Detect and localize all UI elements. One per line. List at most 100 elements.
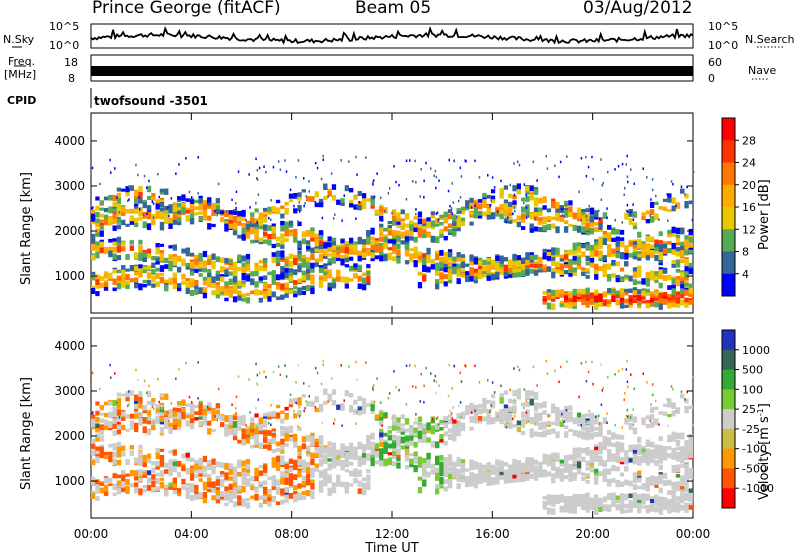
power-cell bbox=[112, 225, 117, 231]
power-cell bbox=[637, 289, 642, 295]
power-cell bbox=[293, 193, 298, 199]
velocity-cell bbox=[564, 431, 569, 438]
power-cell bbox=[185, 215, 190, 222]
velocity-cell bbox=[564, 504, 569, 510]
power-cell bbox=[490, 214, 496, 219]
power-cell bbox=[495, 256, 500, 262]
power-cell bbox=[598, 237, 603, 243]
power-cell bbox=[207, 277, 212, 283]
power-cell bbox=[310, 247, 315, 253]
velocity-cell bbox=[138, 472, 143, 479]
power-cell bbox=[589, 250, 595, 258]
velocity-cell bbox=[267, 500, 272, 507]
power-cell bbox=[413, 248, 418, 255]
velocity-cell bbox=[310, 492, 315, 500]
velocity-cell bbox=[658, 503, 663, 509]
velocity-cell bbox=[387, 433, 392, 437]
power-cell bbox=[142, 283, 147, 288]
power-cell bbox=[241, 293, 246, 299]
velocity-cell bbox=[658, 479, 663, 485]
power-cell bbox=[675, 242, 681, 246]
velocity-cell bbox=[138, 478, 143, 482]
power-cell bbox=[284, 262, 289, 270]
power-cell bbox=[435, 218, 440, 224]
power-cell bbox=[600, 198, 603, 201]
velocity-cell bbox=[224, 486, 229, 492]
velocity-cell bbox=[551, 476, 556, 484]
velocity-cell bbox=[172, 449, 177, 456]
velocity-cell bbox=[667, 505, 672, 509]
velocity-cell bbox=[512, 405, 517, 410]
power-cell bbox=[146, 265, 152, 270]
power-cell bbox=[189, 208, 195, 213]
velocity-cell bbox=[478, 404, 483, 408]
velocity-cell bbox=[417, 436, 423, 443]
power-cell bbox=[645, 243, 650, 250]
power-cell bbox=[99, 230, 104, 237]
velocity-cell bbox=[306, 435, 311, 442]
velocity-cell bbox=[435, 441, 440, 449]
power-cell bbox=[580, 157, 583, 160]
power-cell bbox=[460, 206, 466, 212]
velocity-cell bbox=[198, 409, 203, 416]
velocity-cell bbox=[542, 421, 547, 425]
velocity-cell bbox=[585, 479, 590, 484]
power-cell bbox=[271, 228, 276, 232]
velocity-cell bbox=[241, 460, 246, 467]
power-cell bbox=[297, 196, 302, 201]
power-cell bbox=[457, 199, 460, 203]
power-cell bbox=[305, 195, 307, 198]
velocity-cell bbox=[478, 479, 483, 485]
power-cell bbox=[116, 239, 122, 245]
power-cell bbox=[645, 300, 650, 305]
velocity-cell bbox=[361, 407, 367, 414]
velocity-cell bbox=[486, 414, 491, 418]
power-cell bbox=[318, 277, 324, 282]
power-cell bbox=[675, 296, 681, 300]
power-cell bbox=[232, 269, 238, 277]
velocity-cell bbox=[529, 390, 534, 397]
power-cell bbox=[344, 280, 349, 284]
power-cell bbox=[116, 275, 122, 281]
velocity-cell bbox=[529, 398, 534, 406]
velocity-cell bbox=[542, 453, 547, 459]
power-cell bbox=[263, 259, 268, 264]
velocity-cell bbox=[615, 498, 620, 504]
power-cell bbox=[559, 258, 564, 262]
cpid-text: twofsound -3501 bbox=[94, 94, 208, 108]
power-cell bbox=[327, 269, 332, 277]
velocity-cell bbox=[426, 438, 431, 443]
power-cell bbox=[551, 257, 556, 261]
velocity-cell bbox=[138, 416, 143, 422]
velocity-cell bbox=[637, 459, 642, 463]
velocity-cell bbox=[134, 428, 139, 433]
velocity-cell bbox=[228, 464, 233, 469]
power-cell bbox=[271, 279, 276, 285]
velocity-cell bbox=[258, 481, 263, 486]
power-cell bbox=[137, 173, 139, 177]
velocity-cell bbox=[619, 505, 625, 510]
velocity-cell bbox=[159, 481, 165, 489]
velocity-cell bbox=[615, 455, 620, 459]
velocity-cell bbox=[121, 417, 126, 421]
power-cell bbox=[671, 278, 676, 285]
power-cell bbox=[301, 232, 306, 238]
power-cell bbox=[392, 256, 397, 262]
power-cell bbox=[509, 183, 511, 187]
velocity-cell bbox=[95, 496, 100, 502]
velocity-cell bbox=[344, 390, 349, 397]
velocity-cell bbox=[159, 416, 165, 422]
power-cell bbox=[650, 301, 655, 307]
power-cell bbox=[538, 227, 543, 233]
velocity-cell bbox=[129, 390, 134, 396]
velocity-cell bbox=[675, 501, 681, 505]
velocity-cell bbox=[189, 476, 195, 481]
power-cell bbox=[637, 238, 642, 245]
power-cell bbox=[469, 254, 474, 261]
power-cell bbox=[478, 203, 483, 210]
velocity-cell bbox=[538, 432, 543, 438]
velocity-cell bbox=[224, 432, 229, 437]
velocity-cell bbox=[258, 495, 263, 501]
power-cell bbox=[576, 225, 582, 232]
power-cell bbox=[288, 253, 294, 260]
